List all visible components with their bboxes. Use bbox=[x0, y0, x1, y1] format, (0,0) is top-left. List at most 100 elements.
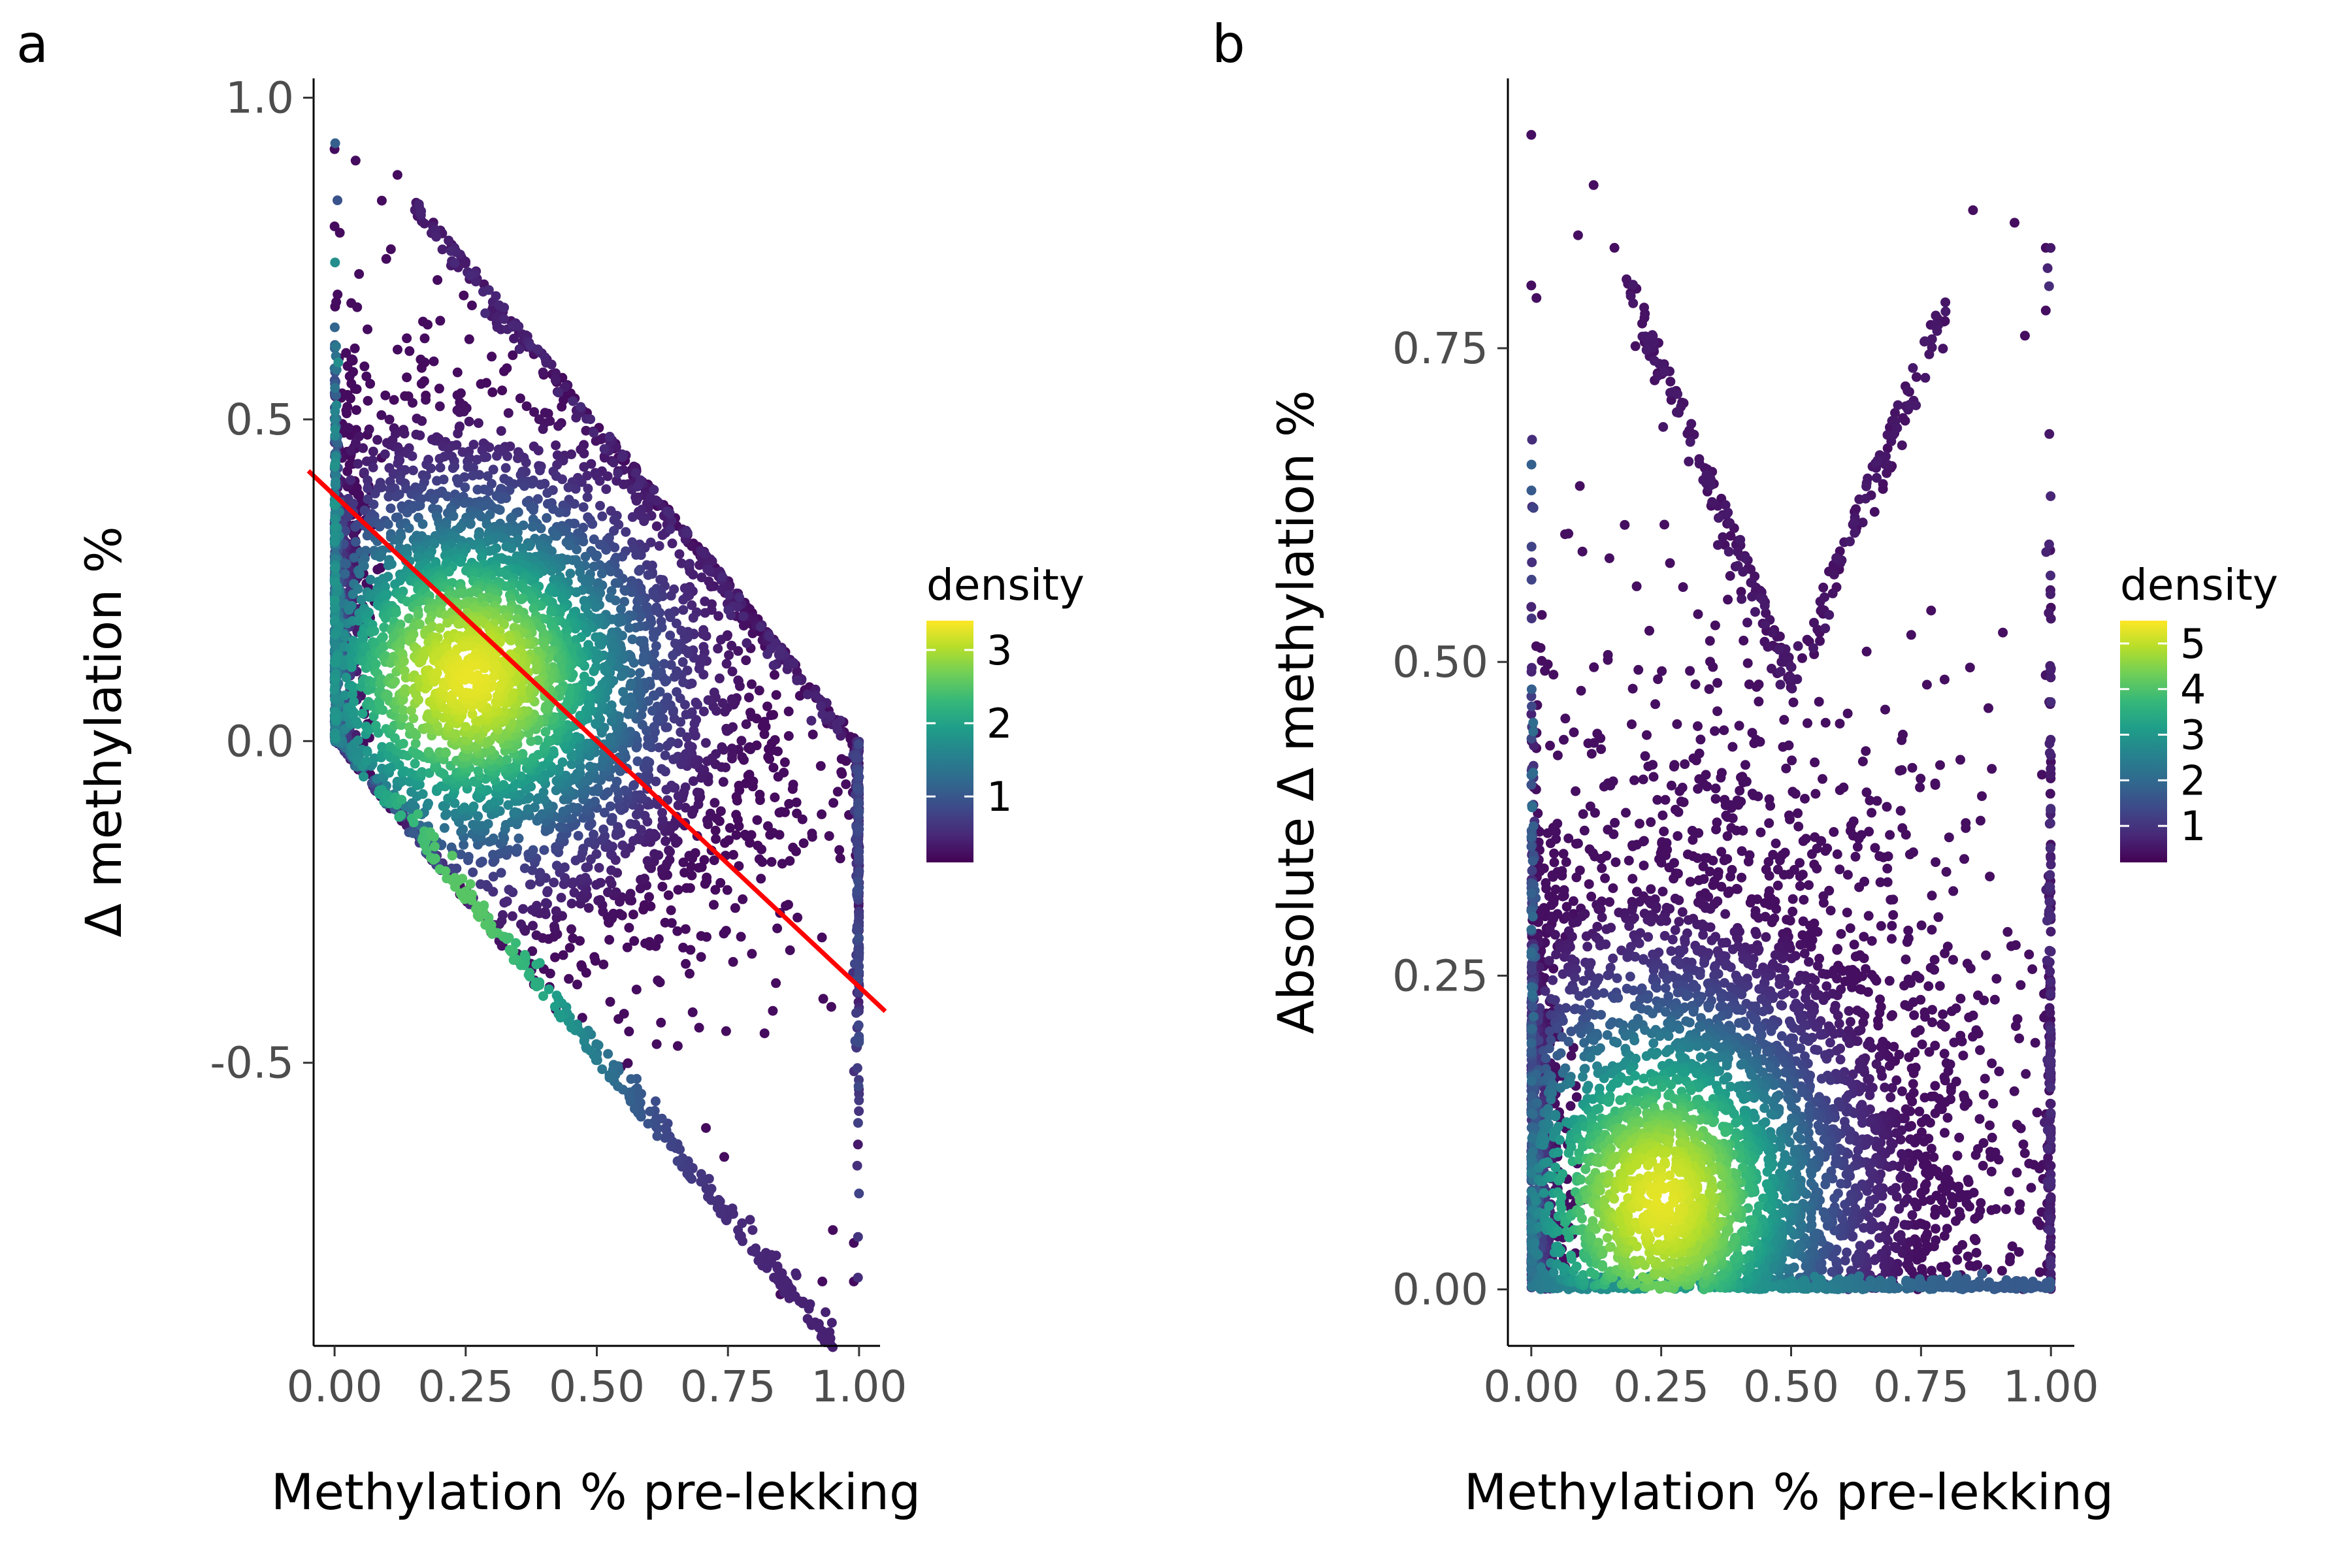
panel-a-point bbox=[440, 747, 451, 757]
panel-a-point bbox=[568, 396, 578, 406]
panel-a-point bbox=[669, 833, 679, 843]
panel-a-point bbox=[534, 465, 545, 476]
panel-a-point bbox=[748, 776, 759, 787]
panel-a-point bbox=[731, 830, 742, 840]
panel-a-point bbox=[541, 898, 551, 908]
panel-a-point bbox=[852, 923, 862, 934]
panel-a-point bbox=[348, 498, 359, 509]
panel-a-point bbox=[713, 644, 723, 654]
panel-a-point bbox=[704, 576, 714, 587]
panel-a-point bbox=[709, 855, 719, 866]
panel-a-point bbox=[680, 924, 691, 934]
panel-a-point bbox=[560, 382, 570, 392]
panel-a-point bbox=[380, 390, 391, 400]
panel-a-point bbox=[381, 591, 391, 601]
panel-a-point bbox=[542, 513, 552, 523]
panel-a-point bbox=[446, 246, 456, 256]
panel-a-point bbox=[329, 595, 340, 606]
panel-a-point bbox=[701, 1123, 711, 1133]
panel-a-point bbox=[594, 862, 604, 873]
panel-a-point bbox=[596, 568, 607, 579]
panel-a-point bbox=[642, 560, 652, 570]
panel-a-point bbox=[672, 926, 683, 936]
panel-a-point bbox=[612, 476, 622, 486]
panel-a-point bbox=[700, 549, 710, 559]
panel-a-point bbox=[802, 1314, 813, 1324]
panel-a-point bbox=[372, 434, 383, 445]
panel-a-point bbox=[384, 491, 394, 502]
panel-a-point bbox=[330, 424, 340, 434]
panel-a-point bbox=[491, 312, 502, 323]
panel-a-point bbox=[710, 798, 720, 808]
panel-a-point bbox=[826, 711, 836, 721]
panel-a-point bbox=[649, 632, 659, 642]
panel-a-point bbox=[521, 401, 532, 412]
panel-a-point bbox=[703, 564, 713, 574]
panel-a-point bbox=[434, 623, 445, 633]
panel-a-point bbox=[703, 695, 713, 706]
panel-a-point bbox=[487, 479, 497, 489]
panel-a-point bbox=[434, 453, 445, 464]
panel-a-point bbox=[472, 455, 482, 465]
panel-a-point bbox=[733, 1225, 743, 1235]
panel-a-point bbox=[506, 543, 517, 553]
panel-a-point bbox=[515, 594, 526, 604]
panel-a-point bbox=[399, 656, 409, 666]
panel-a-point bbox=[523, 970, 534, 980]
panel-a-point bbox=[745, 708, 755, 718]
panel-a-point bbox=[503, 408, 514, 418]
panel-a-point bbox=[645, 1106, 655, 1117]
panel-a-point bbox=[459, 472, 470, 482]
panel-a-point bbox=[721, 659, 732, 669]
panel-a-point bbox=[376, 195, 387, 206]
panel-a-point bbox=[768, 1005, 778, 1016]
panel-a-point bbox=[483, 486, 494, 497]
panel-a-point bbox=[591, 849, 602, 859]
panel-a-point bbox=[657, 815, 668, 825]
panel-a-point bbox=[368, 499, 379, 510]
panel-a-point bbox=[652, 714, 662, 725]
panel-a-point bbox=[496, 494, 506, 504]
panel-a-point bbox=[431, 231, 442, 242]
panel-a-point bbox=[664, 855, 675, 865]
panel-a-point bbox=[330, 577, 340, 587]
panel-a-point bbox=[649, 722, 659, 732]
panel-a-point bbox=[468, 867, 478, 877]
panel-a-point bbox=[386, 559, 397, 569]
panel-a-point bbox=[583, 837, 594, 847]
panel-a-point bbox=[518, 904, 529, 914]
panel-a-point bbox=[736, 932, 746, 942]
panel-a-point bbox=[358, 443, 368, 453]
panel-a-point bbox=[752, 815, 762, 825]
panel-a-point bbox=[723, 835, 734, 845]
panel-a-point bbox=[578, 502, 589, 512]
panel-a-point bbox=[569, 887, 580, 898]
panel-a-point bbox=[495, 505, 505, 515]
panel-a-point bbox=[687, 600, 697, 610]
panel-a-point bbox=[550, 952, 560, 962]
panel-a-point bbox=[724, 650, 734, 661]
panel-a-point bbox=[651, 776, 661, 787]
panel-a-point bbox=[538, 424, 548, 434]
panel-a-point bbox=[417, 789, 428, 799]
panel-a-point bbox=[755, 621, 766, 632]
panel-a-point bbox=[684, 851, 694, 861]
panel-a-point bbox=[651, 1039, 662, 1049]
panel-a-point bbox=[696, 572, 707, 583]
panel-a-point bbox=[492, 322, 502, 333]
panel-a-point bbox=[657, 881, 668, 892]
panel-a-point bbox=[359, 772, 368, 782]
panel-a-point bbox=[700, 596, 710, 606]
panel-a-point bbox=[682, 1169, 693, 1179]
panel-a-point bbox=[354, 269, 365, 279]
panel-a-point bbox=[661, 785, 672, 795]
panel-a-point bbox=[538, 367, 548, 378]
panel-a-point bbox=[757, 857, 768, 867]
panel-a-point bbox=[480, 308, 491, 318]
panel-a-point bbox=[410, 759, 420, 769]
panel-a-point bbox=[599, 444, 610, 454]
panel-a-point bbox=[418, 316, 428, 327]
panel-a-point bbox=[423, 798, 433, 809]
panel-a-point bbox=[727, 666, 738, 677]
panel-a-point bbox=[657, 808, 667, 818]
